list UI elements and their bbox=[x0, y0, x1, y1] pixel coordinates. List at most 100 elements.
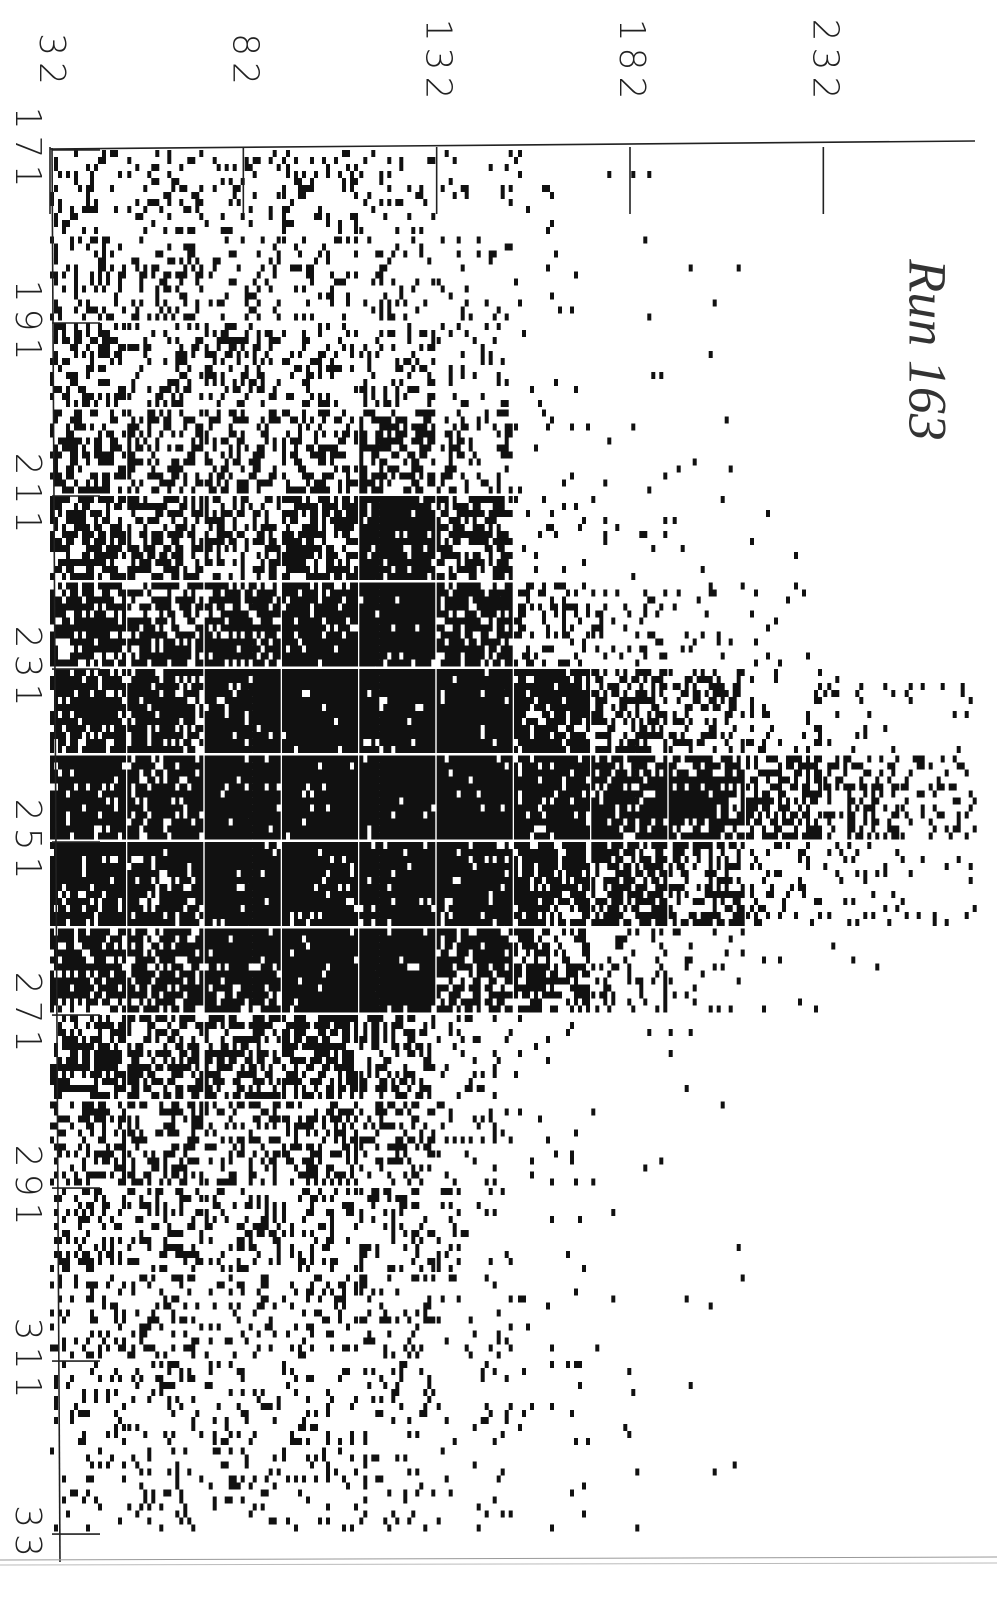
heatmap-cell bbox=[436, 582, 513, 667]
heatmap-cell bbox=[746, 755, 822, 840]
page-edge bbox=[0, 1556, 997, 1561]
heatmap-cell bbox=[204, 323, 281, 407]
heatmap-cell bbox=[720, 1101, 725, 1109]
heatmap-cell bbox=[359, 1101, 436, 1186]
heatmap-cell bbox=[204, 755, 281, 840]
heatmap-cell bbox=[50, 496, 126, 580]
heatmap-cell bbox=[514, 755, 590, 840]
heatmap-cell bbox=[50, 755, 126, 840]
heatmap-cell bbox=[50, 150, 122, 234]
x-tick-label: 82 bbox=[224, 33, 265, 91]
heatmap-cell bbox=[359, 496, 436, 580]
heatmap-cell bbox=[436, 323, 509, 407]
heatmap-cell bbox=[127, 755, 204, 840]
heatmap-cell bbox=[204, 1015, 281, 1099]
heatmap-cell bbox=[823, 755, 900, 840]
x-tick-label: 32 bbox=[31, 33, 72, 91]
heatmap-cell bbox=[282, 928, 358, 1013]
y-tick-label: 311 bbox=[7, 1318, 48, 1405]
heatmap-cell bbox=[127, 1101, 204, 1186]
heatmap-cell bbox=[127, 1274, 204, 1359]
heatmap-cell bbox=[127, 496, 204, 580]
heatmap-cell bbox=[50, 409, 126, 494]
x-tick-label: 132 bbox=[418, 19, 459, 106]
heatmap-cell bbox=[436, 236, 513, 321]
heatmap-cell bbox=[514, 928, 590, 1013]
heatmap-cell bbox=[127, 1447, 204, 1532]
heatmap-cell bbox=[204, 669, 281, 753]
y-tick-label: 271 bbox=[7, 972, 48, 1059]
heatmap-cell bbox=[282, 755, 358, 840]
heatmap-cell bbox=[204, 1188, 281, 1272]
top-axis bbox=[49, 140, 976, 150]
heatmap-cell bbox=[514, 150, 554, 234]
heatmap-cell bbox=[282, 1447, 358, 1532]
heatmap-cell bbox=[359, 323, 436, 407]
heatmap-cell bbox=[127, 928, 204, 1013]
heatmap-cell bbox=[440, 150, 513, 206]
heatmap-cell bbox=[127, 323, 204, 407]
heatmap-cell bbox=[204, 1101, 281, 1186]
y-tick-label: 211 bbox=[7, 453, 48, 540]
heatmap-cell bbox=[50, 842, 126, 926]
heatmap-cell bbox=[359, 928, 436, 1013]
heatmap-cell bbox=[668, 1029, 693, 1092]
heatmap-cell bbox=[676, 416, 733, 473]
heatmap-cell bbox=[50, 928, 126, 1013]
heatmap-cell bbox=[50, 669, 126, 753]
heatmap-cell bbox=[50, 236, 126, 321]
heatmap-cell bbox=[282, 236, 358, 321]
heatmap-cell bbox=[436, 1015, 513, 1099]
heatmap-cell bbox=[746, 669, 822, 753]
heatmap-cell bbox=[436, 1447, 513, 1532]
heatmap-cell bbox=[712, 1461, 737, 1476]
heatmap-cell bbox=[668, 755, 745, 840]
heatmap-cell bbox=[204, 582, 281, 667]
heatmap-cell bbox=[514, 669, 590, 753]
heatmap-cell bbox=[900, 755, 977, 840]
heatmap-cell bbox=[436, 669, 513, 753]
heatmap-cell bbox=[282, 1188, 358, 1272]
heatmap-cell bbox=[127, 1015, 204, 1099]
heatmap-cell bbox=[204, 1274, 277, 1359]
y-tick-label: 33 bbox=[7, 1505, 48, 1563]
heatmap-cell bbox=[359, 409, 436, 494]
heatmap-cell bbox=[282, 669, 358, 753]
heatmap-cell bbox=[50, 1447, 126, 1532]
x-tick-label: 232 bbox=[804, 19, 845, 106]
heatmap-cell bbox=[282, 1361, 358, 1445]
heatmap-cell bbox=[282, 150, 358, 234]
heatmap-cell bbox=[359, 669, 436, 753]
heatmap-cell bbox=[436, 1274, 513, 1359]
heatmap-cell bbox=[359, 1188, 436, 1272]
heatmap-cell bbox=[591, 496, 668, 580]
heatmap-cell bbox=[823, 676, 896, 753]
heatmap-cell bbox=[127, 669, 204, 753]
heatmap-cell bbox=[204, 409, 281, 494]
heatmap-cell bbox=[436, 496, 513, 580]
heatmap-cell bbox=[595, 1295, 616, 1352]
heatmap-cell bbox=[282, 1101, 358, 1186]
heatmap-cell bbox=[204, 842, 281, 926]
heatmap-cell bbox=[750, 582, 810, 667]
heatmap-cell bbox=[514, 409, 590, 494]
heatmap-cell bbox=[282, 842, 358, 926]
heatmap-cell bbox=[436, 1101, 513, 1186]
heatmap-cell bbox=[831, 942, 880, 971]
heatmap-cell bbox=[518, 1361, 590, 1445]
heatmap-cell bbox=[436, 409, 513, 494]
heatmap-cell bbox=[668, 842, 745, 926]
heatmap-cell bbox=[904, 683, 973, 753]
heatmap-cell bbox=[823, 842, 900, 926]
heatmap-cell bbox=[591, 1108, 664, 1186]
y-tick-label: 191 bbox=[7, 280, 48, 367]
heatmap-cell bbox=[359, 1274, 436, 1359]
heatmap-cell bbox=[436, 1361, 513, 1445]
heatmap-cell bbox=[127, 1188, 204, 1272]
y-tick-label: 291 bbox=[7, 1145, 48, 1232]
heatmap-cell bbox=[591, 589, 668, 667]
heatmap-cell bbox=[900, 856, 977, 926]
heatmap-cell bbox=[127, 582, 204, 667]
heatmap-cell bbox=[204, 1361, 281, 1445]
heatmap-cell bbox=[127, 842, 204, 926]
